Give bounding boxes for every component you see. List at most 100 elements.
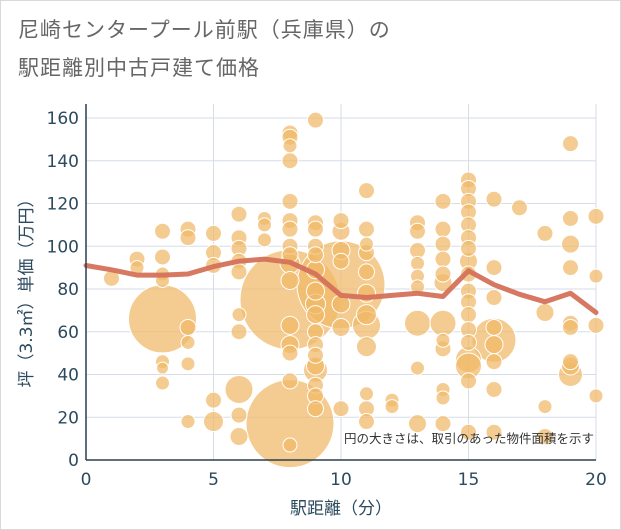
data-bubble [179, 318, 197, 336]
data-bubble [460, 239, 477, 257]
data-bubble [460, 333, 477, 351]
data-bubble [434, 265, 452, 283]
data-bubble [282, 138, 298, 154]
data-bubble [306, 305, 325, 325]
data-bubble [409, 222, 426, 240]
data-bubble [460, 306, 477, 324]
data-bubble [485, 289, 503, 307]
data-bubble [179, 229, 197, 247]
data-bubble [281, 192, 299, 210]
data-bubble [434, 415, 452, 433]
data-bubble [434, 192, 452, 210]
data-bubble [562, 209, 579, 227]
data-bubble [332, 400, 350, 418]
y-tick-label: 100 [47, 237, 79, 257]
data-bubble [358, 220, 375, 238]
data-bubble [230, 205, 248, 223]
data-bubble [356, 304, 377, 326]
trend-line [83, 256, 599, 315]
data-bubble [257, 232, 272, 248]
data-bubble [561, 234, 580, 254]
data-bubble [307, 246, 324, 264]
data-bubble [230, 263, 248, 281]
y-tick-label: 140 [47, 152, 79, 172]
data-bubble [485, 318, 503, 336]
data-bubble [562, 353, 579, 371]
chart-title-line2: 駅距離別中古戸建て価格 [18, 56, 260, 80]
data-bubble [537, 399, 553, 415]
data-bubble [229, 426, 249, 446]
annotation-note: 円の大きさは、取引のあった物件面積を示す [344, 431, 594, 446]
data-bubble [460, 372, 477, 390]
y-tick-label: 120 [47, 195, 79, 215]
data-bubble [307, 346, 324, 364]
data-bubble [359, 386, 374, 402]
data-bubble [435, 332, 451, 348]
data-bubble [332, 212, 350, 230]
data-bubble [408, 414, 427, 434]
data-bubble [230, 406, 248, 424]
data-bubble [535, 303, 555, 323]
trend-line-group [83, 256, 599, 315]
data-bubble [434, 235, 452, 253]
data-bubble [358, 182, 375, 200]
bubbles [103, 111, 605, 469]
data-bubble [155, 375, 170, 391]
data-bubble [180, 334, 196, 350]
data-bubble [230, 323, 248, 341]
data-bubble [180, 356, 196, 372]
data-bubble [281, 372, 299, 390]
data-bubble [205, 391, 222, 409]
data-bubble [511, 199, 528, 217]
data-bubble [307, 400, 324, 418]
axes: 0 20 40 60 80 100 120 140 160 0 5 10 15 20 [47, 104, 607, 490]
data-bubble [280, 270, 300, 290]
data-bubble [434, 250, 452, 268]
data-bubble [434, 220, 452, 238]
data-bubble [154, 248, 171, 266]
y-tick-label: 20 [57, 408, 79, 428]
data-bubble [307, 111, 324, 129]
y-tick-label: 60 [57, 323, 79, 343]
y-tick-label: 80 [57, 280, 79, 300]
data-bubble [485, 380, 503, 398]
data-bubble [485, 259, 503, 277]
data-bubble [588, 388, 604, 404]
y-tick-label: 160 [47, 109, 79, 129]
data-bubble [587, 316, 605, 334]
data-bubble [562, 135, 579, 153]
x-tick-label: 10 [330, 470, 352, 490]
data-bubble [536, 427, 554, 445]
data-bubble [154, 222, 171, 240]
data-bubble [485, 190, 503, 208]
y-tick-label: 40 [57, 366, 79, 386]
data-bubble [588, 268, 604, 284]
data-bubble [257, 217, 272, 233]
data-bubble [536, 224, 554, 242]
data-bubble [180, 414, 196, 430]
data-bubble [435, 390, 451, 406]
data-bubble [307, 220, 324, 238]
data-bubble [485, 423, 503, 441]
data-bubble [282, 437, 298, 453]
data-bubble [410, 360, 425, 376]
chart-title-line1: 尼崎センタープール前駅（兵庫県）の [18, 18, 391, 42]
x-tick-label: 5 [208, 470, 219, 490]
y-axis-label: 坪（3.3㎡）単価（万円） [17, 190, 37, 387]
x-tick-label: 20 [585, 470, 607, 490]
data-bubble [587, 207, 605, 225]
data-bubble [331, 317, 351, 337]
x-axis-label: 駅距離（分） [290, 499, 392, 519]
data-bubble [484, 335, 504, 355]
data-bubble [356, 336, 377, 358]
data-bubble [281, 220, 299, 238]
x-tick-label: 15 [458, 470, 480, 490]
data-bubble [485, 353, 503, 371]
data-bubble [205, 224, 222, 242]
data-bubble [203, 411, 224, 433]
data-bubble [404, 309, 431, 337]
data-bubble [410, 255, 425, 271]
data-bubble [562, 259, 579, 277]
data-bubble [281, 344, 299, 362]
data-bubble [224, 374, 254, 404]
